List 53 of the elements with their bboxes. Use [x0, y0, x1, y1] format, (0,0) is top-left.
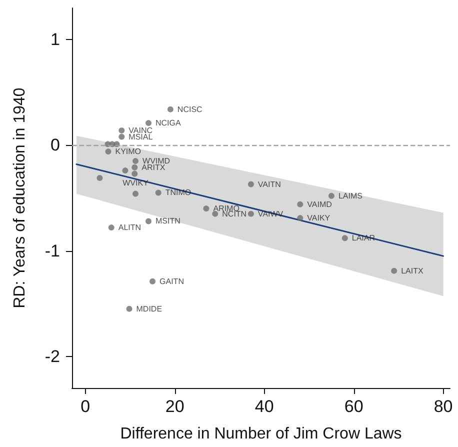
point: [203, 206, 210, 212]
point: [248, 181, 254, 188]
point: [297, 215, 304, 222]
point: [342, 235, 348, 242]
data-label: VAINC: [128, 126, 153, 135]
point: [108, 224, 114, 231]
data-label: MSIAL: [128, 132, 154, 142]
point: [132, 190, 139, 197]
data-label: NCIGA: [155, 118, 182, 128]
point: [132, 158, 139, 164]
y-tick-label: -2: [44, 346, 60, 366]
x-tick-label: 40: [254, 397, 274, 416]
point: [150, 278, 156, 284]
data-label: LAIAR: [352, 234, 376, 243]
point: [105, 148, 112, 155]
data-label: GAITN: [160, 276, 184, 286]
point: [96, 174, 103, 181]
point: [248, 210, 254, 217]
point: [132, 170, 138, 177]
data-label: ALITN: [118, 223, 142, 232]
data-label: VAIKY: [307, 214, 331, 223]
point: [118, 134, 125, 140]
point: [146, 218, 152, 224]
point: [391, 268, 398, 274]
point: [122, 168, 128, 174]
x-tick-label: 0: [80, 397, 90, 416]
data-label: VAIMD: [307, 200, 332, 209]
data-label: WVIKY: [122, 178, 150, 188]
y-tick-label: 1: [50, 30, 60, 50]
point: [167, 106, 174, 112]
x-tick-label: 80: [434, 397, 453, 416]
data-label: TNIMO: [165, 188, 192, 198]
y-tick-label: 0: [50, 136, 60, 155]
data-label: VAITN: [258, 180, 282, 189]
y-axis-title: RD: Years of education in 1940: [12, 88, 28, 308]
point: [146, 120, 152, 126]
data-label: NCITN: [222, 209, 247, 218]
data-label: MSITN: [155, 216, 181, 226]
point: [328, 192, 334, 199]
point: [118, 127, 125, 134]
x-tick-label: 60: [344, 397, 364, 416]
data-label: KYIMO: [115, 147, 142, 156]
data-label: NCISC: [177, 104, 203, 114]
point: [297, 201, 304, 208]
data-label: LAITX: [401, 266, 424, 276]
point: [155, 190, 162, 196]
point: [126, 306, 132, 312]
data-label: LAIMS: [338, 191, 362, 200]
x-axis-title: Difference in Number of Jim Crow Laws: [120, 426, 402, 442]
point: [132, 164, 138, 170]
y-tick-label: -1: [44, 241, 60, 260]
data-label: MDIDE: [136, 304, 162, 314]
x-tick-label: 20: [165, 397, 184, 416]
